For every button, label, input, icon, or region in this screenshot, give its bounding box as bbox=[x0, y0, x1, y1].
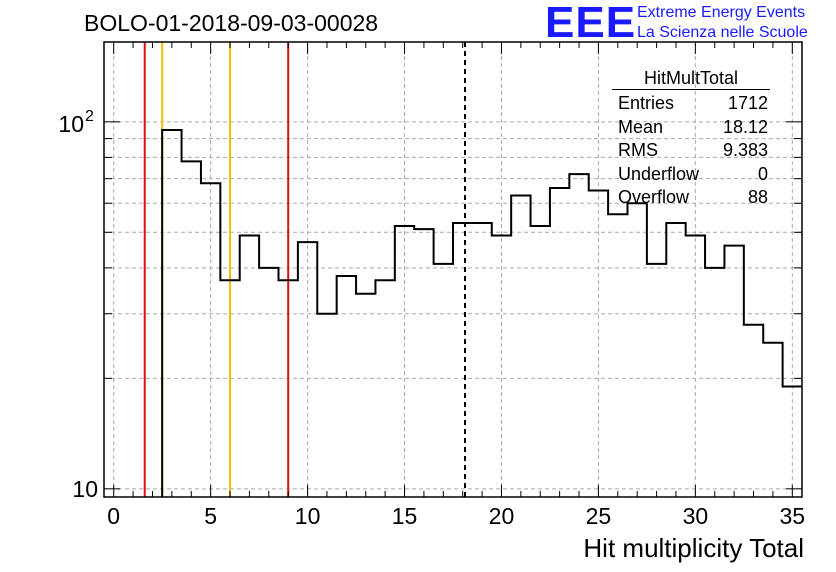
x-tick-label: 35 bbox=[780, 503, 806, 529]
stat-label: Underflow bbox=[618, 163, 700, 184]
x-tick-label: 20 bbox=[489, 503, 515, 529]
stat-value: 88 bbox=[747, 187, 768, 207]
axes bbox=[103, 41, 803, 498]
x-tick-label: 5 bbox=[204, 503, 217, 529]
stat-row-mean: Mean 18.12 bbox=[612, 116, 774, 140]
logo-caption: Extreme Energy Events La Scienza nelle S… bbox=[637, 3, 808, 43]
grid-lines bbox=[104, 42, 802, 497]
stat-value: 1712 bbox=[727, 93, 768, 113]
stat-label: RMS bbox=[618, 140, 658, 160]
x-tick-label: 25 bbox=[586, 503, 612, 529]
stat-label: Entries bbox=[618, 93, 675, 113]
y-tick-label: 10 bbox=[58, 111, 84, 137]
histogram-line bbox=[161, 128, 802, 497]
stat-label: Overflow bbox=[618, 187, 690, 207]
histogram-series bbox=[161, 128, 802, 497]
chart-title: BOLO-01-2018-09-03-00028 bbox=[84, 10, 379, 36]
stat-row-entries: Entries 1712 bbox=[612, 92, 774, 116]
stat-row-underflow: Underflow 0 bbox=[612, 163, 774, 187]
x-tick-label: 15 bbox=[392, 503, 418, 529]
eee-logo: EEE bbox=[545, 0, 637, 47]
stat-value: 9.383 bbox=[722, 140, 768, 160]
stat-row-overflow: Overflow 88 bbox=[612, 186, 774, 210]
stat-value: 18.12 bbox=[722, 116, 768, 137]
x-tick-label: 30 bbox=[683, 503, 709, 529]
stat-label: Mean bbox=[618, 116, 664, 137]
logo-caption-line1: Extreme Energy Events bbox=[637, 4, 806, 21]
stat-row-rms: RMS 9.383 bbox=[612, 139, 774, 163]
y-tick-label: 10 bbox=[72, 476, 98, 502]
reference-lines bbox=[143, 42, 467, 497]
stats-title: HitMultTotal bbox=[612, 68, 770, 90]
stats-box: HitMultTotal Entries 1712 Mean 18.12 RMS… bbox=[612, 68, 774, 210]
x-tick-label: 0 bbox=[107, 503, 120, 529]
plot-frame bbox=[103, 41, 803, 498]
stat-value: 0 bbox=[757, 163, 768, 184]
x-axis-label: Hit multiplicity Total bbox=[583, 533, 804, 563]
x-tick-label: 10 bbox=[295, 503, 321, 529]
y-tick-label-exponent: 2 bbox=[85, 108, 94, 125]
logo-caption-line2: La Scienza nelle Scuole bbox=[637, 24, 808, 41]
